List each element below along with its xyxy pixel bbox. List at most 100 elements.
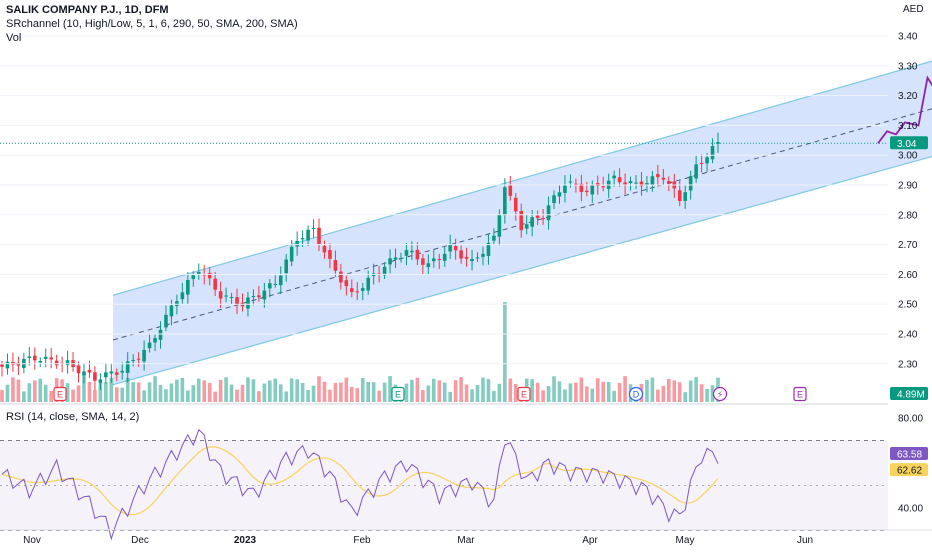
time-label-mar: Mar (457, 535, 475, 546)
price-tick-label: 3.00 (898, 151, 918, 162)
rsi-label[interactable]: RSI (14, close, SMA, 14, 2) (6, 411, 140, 423)
volume-bar (579, 377, 584, 402)
rsi-ma-badge: 62.62 (897, 466, 922, 477)
volume-bar (705, 388, 709, 402)
volume-bar (344, 377, 349, 402)
time-label-dec: Dec (131, 535, 149, 546)
candle-body (563, 184, 567, 193)
volume-bar (371, 382, 376, 402)
candle-body (459, 250, 463, 259)
volume-bar (317, 376, 321, 402)
event-marker-e[interactable]: E (57, 390, 63, 400)
candle-body (404, 250, 409, 256)
volume-badge: 4.89M (897, 390, 925, 401)
candle-body (289, 246, 294, 262)
candle-body (87, 369, 92, 373)
channel-upper-line (112, 60, 932, 296)
candle-body (710, 146, 715, 160)
candle-body (437, 258, 442, 260)
candle-body (218, 291, 223, 299)
candle-body (153, 338, 157, 343)
candle-body (169, 305, 174, 317)
volume-bar (492, 390, 496, 402)
candle-body (503, 187, 507, 216)
volume-bar (667, 378, 671, 402)
candle-body (311, 228, 316, 230)
volume-bar (229, 384, 234, 402)
candle-body (306, 229, 310, 241)
volume-bar (415, 377, 420, 402)
candle-body (464, 256, 469, 259)
event-marker-e[interactable]: E (521, 390, 527, 400)
volume-bar (191, 385, 196, 402)
volume-label[interactable]: Vol (6, 32, 22, 44)
candle-body (27, 356, 32, 358)
volume-bar (104, 382, 108, 402)
event-marker-d[interactable]: D (633, 390, 640, 400)
volume-bar (333, 383, 338, 402)
candle-body (114, 372, 119, 375)
price-tick-label: 2.50 (898, 300, 918, 311)
volume-bar (481, 377, 485, 402)
volume-bar (218, 379, 223, 402)
volume-bar (508, 378, 513, 402)
time-label-jun: Jun (797, 535, 813, 546)
channel-mid-line (112, 108, 932, 341)
volume-bar (442, 382, 447, 402)
volume-bar (136, 382, 141, 402)
current-price-badge-bg (890, 136, 928, 150)
volume-bar (661, 385, 666, 402)
event-marker-e[interactable]: E (797, 390, 803, 400)
volume-bar (207, 382, 212, 402)
volume-bar (175, 379, 179, 402)
candle-body (0, 364, 4, 367)
volume-bar (421, 390, 425, 402)
volume-bar (535, 382, 540, 402)
volume-bar (426, 385, 431, 402)
volume-bar (683, 392, 688, 402)
volume-bar (541, 390, 545, 402)
indicator-label[interactable]: SRchannel (10, High/Low, 5, 1, 6, 290, 5… (6, 18, 298, 30)
candle-body (98, 379, 103, 383)
candle-body (705, 157, 709, 164)
volume-bar (453, 380, 458, 402)
volume-bar (224, 377, 228, 402)
volume-bar (180, 377, 185, 402)
candle-body (541, 217, 545, 219)
candle-body (322, 245, 327, 253)
event-marker-bg (793, 386, 807, 402)
volume-bar (612, 390, 616, 402)
volume-bar (158, 385, 163, 402)
candle-body (623, 182, 627, 185)
event-marker-lightning[interactable]: ⚡ (717, 390, 723, 400)
rsi-value-badge: 63.58 (897, 449, 922, 460)
volume-bar (16, 379, 21, 402)
volume-bar (503, 302, 507, 402)
volume-bar (497, 383, 502, 402)
candle-body (257, 295, 261, 298)
volume-bar (22, 391, 26, 402)
volume-bar (196, 378, 201, 402)
volume-bar (0, 390, 4, 402)
price-tick-label: 2.40 (898, 330, 918, 341)
volume-bar (71, 389, 75, 402)
volume-bar (350, 386, 354, 402)
candle-body (147, 342, 152, 349)
candle-body (415, 249, 420, 260)
candle-body (65, 360, 70, 366)
volume-bar (360, 378, 365, 402)
volume-badge-bg (890, 387, 928, 400)
event-marker-bg (391, 386, 405, 402)
candle-body (109, 371, 114, 374)
candle-body (601, 186, 606, 188)
volume-bar (295, 379, 299, 402)
candle-body (333, 260, 338, 271)
volume-bar (306, 389, 310, 402)
volume-bar (65, 383, 70, 402)
event-marker-e[interactable]: E (395, 390, 401, 400)
candle-body (382, 266, 387, 276)
volume-bar (109, 377, 114, 402)
candle-body (344, 280, 349, 287)
